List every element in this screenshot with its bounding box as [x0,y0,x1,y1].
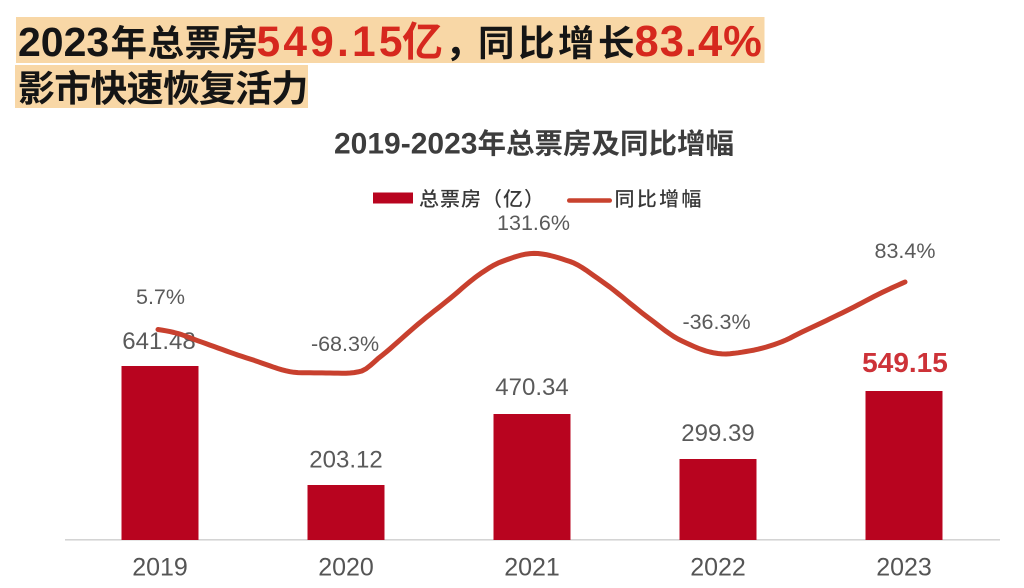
svg-text:299.39: 299.39 [681,420,754,447]
svg-text:2019: 2019 [132,554,188,582]
svg-text:83.4%: 83.4% [875,239,936,263]
svg-text:131.6%: 131.6% [497,211,570,235]
svg-text:641.48: 641.48 [122,328,195,355]
svg-text:2019-2023: 2019-2023 [334,128,477,161]
svg-text:83.4%: 83.4% [635,18,763,66]
svg-text:203.12: 203.12 [309,447,382,474]
svg-text:549.15: 549.15 [257,19,406,66]
svg-text:-68.3%: -68.3% [311,332,379,356]
svg-text:2020: 2020 [318,554,374,582]
svg-text:549.15: 549.15 [862,347,948,378]
svg-text:470.34: 470.34 [495,374,568,401]
svg-text:-36.3%: -36.3% [682,310,750,334]
svg-text:2023: 2023 [18,19,109,65]
svg-text:2022: 2022 [690,554,746,582]
svg-text:5.7%: 5.7% [136,285,185,309]
svg-text:2021: 2021 [504,554,560,582]
svg-text:2023: 2023 [876,554,932,582]
